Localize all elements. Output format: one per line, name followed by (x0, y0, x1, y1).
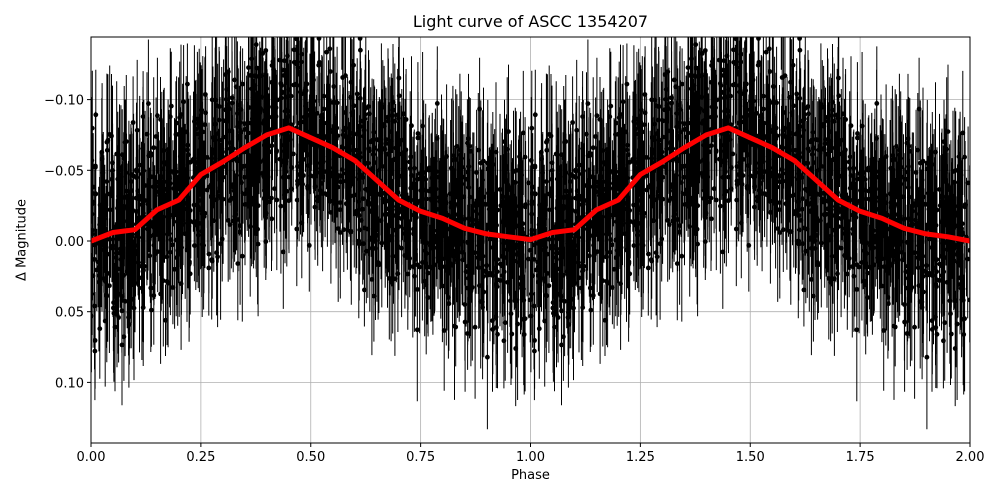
svg-text:−0.05: −0.05 (44, 164, 84, 179)
x-axis-ticks: 0.00 0.25 0.50 0.75 1.00 1.25 1.50 1.75 2.00 (77, 443, 985, 465)
svg-text:1.50: 1.50 (736, 450, 765, 465)
svg-text:0.00: 0.00 (77, 450, 106, 465)
x-axis-label: Phase (511, 468, 550, 483)
svg-text:−0.10: −0.10 (44, 94, 84, 109)
y-axis-ticks: −0.10 −0.05 0.00 0.05 0.10 (44, 94, 91, 391)
y-tick: 0.05 (55, 306, 91, 321)
x-tick: 1.00 (516, 443, 545, 465)
svg-text:1.75: 1.75 (846, 450, 875, 465)
y-tick: 0.10 (55, 376, 91, 391)
y-tick: 0.00 (55, 235, 91, 250)
x-tick: 0.75 (406, 443, 435, 465)
svg-text:1.00: 1.00 (516, 450, 545, 465)
y-tick: −0.10 (44, 94, 91, 109)
x-tick: 2.00 (956, 443, 985, 465)
svg-text:0.10: 0.10 (55, 376, 84, 391)
x-tick: 0.50 (296, 443, 325, 465)
binned-mean-curve (91, 125, 970, 244)
x-tick: 1.75 (846, 443, 875, 465)
x-tick: 0.00 (77, 443, 106, 465)
svg-text:0.75: 0.75 (406, 450, 435, 465)
chart-title: Light curve of ASCC 1354207 (412, 12, 649, 31)
svg-text:0.00: 0.00 (55, 235, 84, 250)
x-tick: 0.25 (186, 443, 215, 465)
x-tick: 1.50 (736, 443, 765, 465)
observation-points (91, 37, 970, 430)
svg-text:1.25: 1.25 (626, 450, 655, 465)
svg-text:2.00: 2.00 (956, 450, 985, 465)
y-tick: −0.05 (44, 164, 91, 179)
svg-text:0.05: 0.05 (55, 306, 84, 321)
x-tick: 1.25 (626, 443, 655, 465)
svg-text:0.25: 0.25 (186, 450, 215, 465)
svg-text:0.50: 0.50 (296, 450, 325, 465)
